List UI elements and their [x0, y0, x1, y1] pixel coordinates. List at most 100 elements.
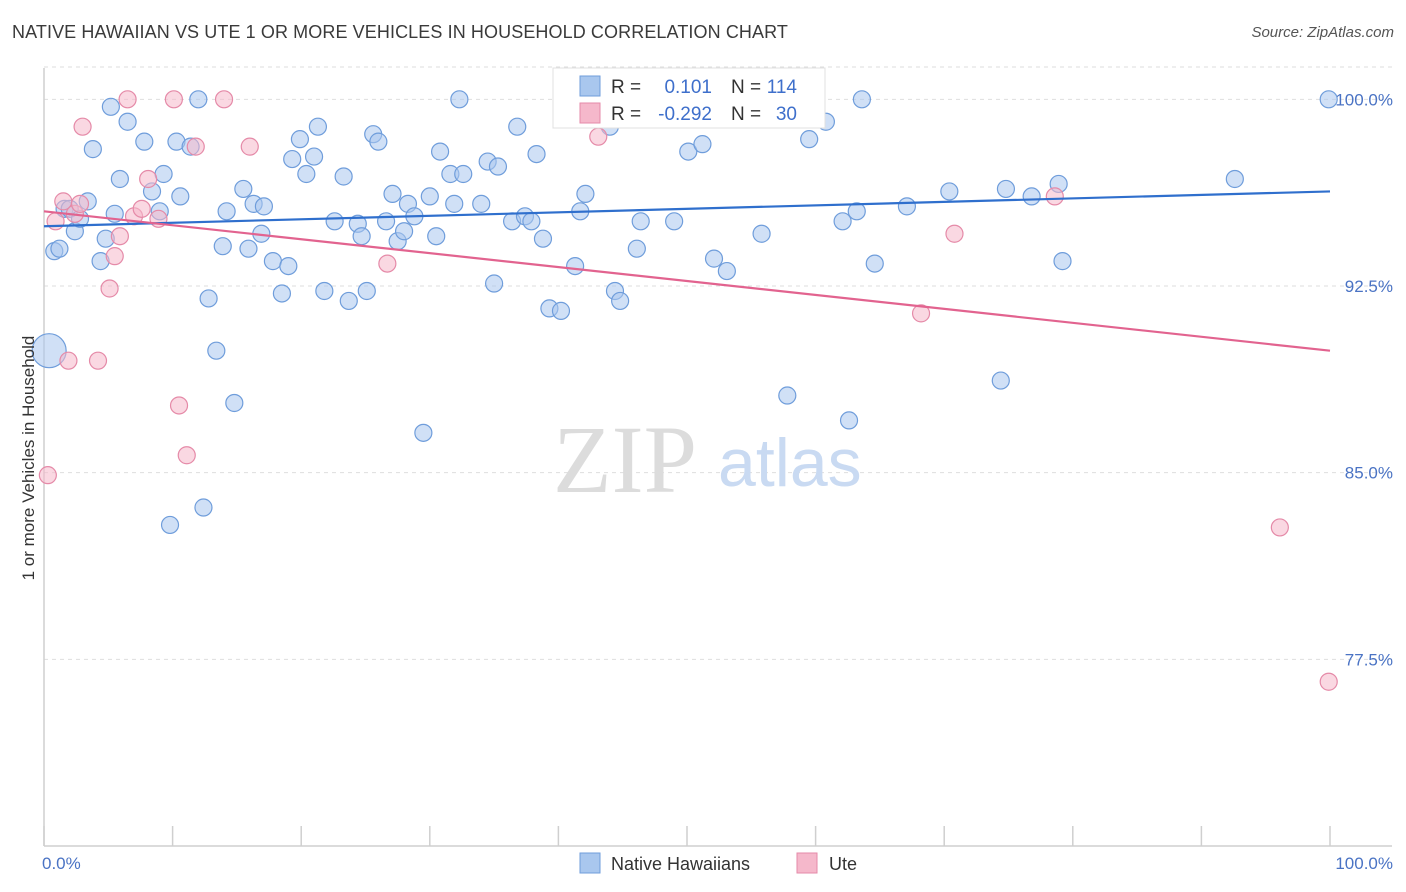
point-0-2: [50, 239, 69, 258]
legend-swatch-native-hawaiians: [579, 852, 601, 874]
point-0-85: [631, 212, 650, 231]
point-1-20: [214, 90, 234, 109]
axes: [43, 68, 1392, 847]
legend-swatch-ute: [796, 852, 818, 874]
y-tick-label-0: 100.0%: [1335, 90, 1393, 109]
point-0-19: [160, 515, 180, 535]
point-0-108: [1053, 252, 1072, 271]
point-0-109: [1225, 169, 1244, 189]
point-0-14: [118, 112, 137, 131]
point-0-41: [304, 147, 324, 166]
point-0-95: [800, 130, 819, 149]
point-0-88: [693, 135, 712, 154]
point-1-25: [911, 304, 931, 323]
point-0-105: [996, 179, 1016, 199]
stats-box: R = 0.101 N = 114 R = -0.292 N = 30: [552, 67, 826, 129]
source-credit: Source: ZipAtlas.com: [1251, 24, 1394, 41]
point-1-28: [1270, 518, 1289, 537]
watermark-atlas: atlas: [718, 425, 862, 501]
point-0-23: [189, 90, 208, 109]
legend-label-native-hawaiians: Native Hawaiians: [611, 854, 750, 874]
point-0-49: [357, 281, 376, 301]
point-0-13: [110, 169, 129, 189]
point-0-21: [171, 187, 190, 206]
point-1-17: [169, 396, 189, 415]
point-0-27: [213, 237, 232, 256]
point-1-8: [100, 279, 119, 298]
x-tick-label-1: 100.0%: [1335, 854, 1393, 873]
stat-n-value-1: 114: [767, 77, 798, 98]
chart-title: NATIVE HAWAIIAN VS UTE 1 OR MORE VEHICLE…: [12, 22, 788, 42]
point-1-23: [589, 127, 608, 146]
point-0-28: [217, 202, 236, 221]
point-0-59: [420, 187, 439, 206]
point-0-46: [339, 291, 358, 311]
point-0-89: [704, 249, 724, 268]
x-tick-label-0: 0.0%: [42, 854, 81, 873]
point-0-71: [508, 117, 527, 136]
point-0-69: [488, 157, 508, 176]
point-0-90: [717, 261, 736, 281]
point-0-52: [376, 212, 396, 231]
point-0-55: [394, 222, 414, 241]
point-0-97: [833, 212, 852, 231]
point-0-8: [83, 140, 102, 159]
point-0-37: [279, 256, 298, 276]
point-0-101: [865, 254, 884, 273]
point-1-27: [1045, 187, 1064, 206]
point-1-6: [73, 117, 92, 136]
point-0-91: [752, 224, 771, 243]
point-0-106: [1022, 187, 1041, 206]
y-tick-label-3: 77.5%: [1345, 650, 1393, 669]
point-0-68: [485, 274, 504, 293]
point-1-13: [132, 199, 151, 218]
point-0-31: [239, 239, 258, 258]
y-tick-label-2: 85.0%: [1345, 464, 1393, 483]
point-0-25: [199, 289, 218, 308]
point-0-64: [450, 90, 469, 109]
point-0-58: [414, 423, 433, 442]
point-0-18: [154, 164, 173, 184]
point-0-26: [207, 341, 226, 360]
point-0-77: [551, 301, 571, 320]
point-0-60: [427, 227, 446, 246]
point-0-78: [566, 256, 585, 276]
point-0-30: [234, 179, 253, 199]
point-0-36: [272, 284, 292, 303]
stat-r-value-1: 0.101: [664, 77, 712, 98]
stat-n-label-2: N =: [731, 104, 761, 125]
point-0-51: [369, 132, 388, 151]
point-1-7: [88, 351, 108, 370]
data-points: [31, 90, 1338, 691]
stats-swatch-blue: [579, 75, 601, 97]
point-1-10: [110, 227, 129, 246]
point-0-63: [445, 194, 464, 213]
point-0-34: [254, 197, 274, 216]
point-0-103: [940, 182, 959, 201]
point-1-9: [105, 247, 124, 266]
point-1-11: [118, 90, 137, 109]
point-1-18: [177, 446, 196, 465]
y-axis-title: 1 or more Vehicles in Household: [19, 336, 38, 581]
watermark: ZIP atlas: [553, 406, 862, 513]
point-0-83: [611, 291, 630, 311]
point-0-102: [897, 197, 917, 216]
point-1-22: [378, 254, 397, 273]
stat-n-value-2: 30: [776, 104, 797, 125]
point-0-35: [263, 252, 283, 271]
point-0-99: [847, 202, 866, 221]
point-0-29: [225, 393, 244, 413]
point-0-11: [101, 97, 120, 116]
point-0-65: [454, 164, 473, 184]
point-0-86: [665, 212, 684, 231]
point-0-40: [297, 164, 316, 184]
point-0-39: [290, 130, 310, 149]
watermark-zip: ZIP: [553, 406, 697, 513]
stats-swatch-pink: [579, 102, 601, 124]
point-1-3: [59, 351, 78, 370]
point-0-100: [852, 90, 871, 109]
point-1-14: [139, 169, 158, 189]
legend: Native Hawaiians Ute: [579, 852, 857, 874]
point-0-74: [527, 144, 546, 164]
